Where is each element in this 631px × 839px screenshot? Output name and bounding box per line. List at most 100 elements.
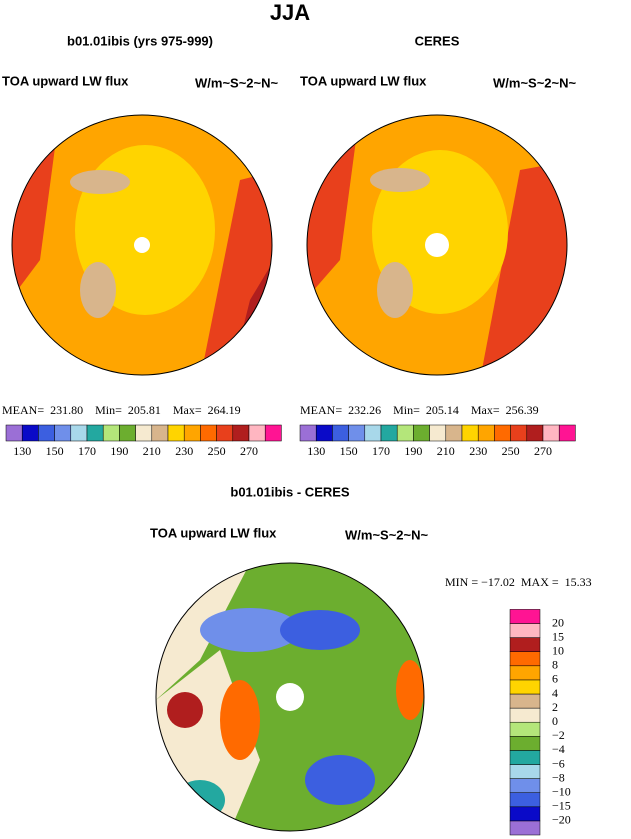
colorbar-box xyxy=(509,665,541,681)
map-fill xyxy=(70,170,130,194)
colorbar-box xyxy=(21,424,39,442)
map xyxy=(156,563,424,831)
map xyxy=(307,115,567,375)
colorbar-label: 170 xyxy=(372,444,390,458)
colorbar-label: −2 xyxy=(552,728,565,742)
colorbar-box xyxy=(348,424,366,442)
pole xyxy=(276,683,304,711)
colorbar-label: 150 xyxy=(46,444,64,458)
colorbar-box xyxy=(151,424,169,442)
colorbar-label: 170 xyxy=(78,444,96,458)
colorbar-box xyxy=(332,424,349,442)
colorbar-label: 210 xyxy=(437,444,455,458)
map-fill xyxy=(200,608,300,652)
colorbar-label: 8 xyxy=(552,658,558,672)
colorbar-box xyxy=(509,609,541,624)
colorbar-label: −6 xyxy=(552,756,565,770)
colorbar-label: 190 xyxy=(404,444,422,458)
colorbar-box xyxy=(509,707,541,723)
colorbar-label: 210 xyxy=(143,444,161,458)
colorbar-box xyxy=(299,424,317,442)
colorbar-label: 2 xyxy=(552,700,558,714)
map-fill xyxy=(220,680,260,760)
colorbar-box xyxy=(200,424,217,442)
colorbar-box xyxy=(509,651,541,667)
colorbar-box xyxy=(510,424,528,442)
map-fill xyxy=(167,692,203,728)
stats: MEAN= 231.80 Min= 205.81 Max= 264.19 xyxy=(2,403,241,417)
colorbar-label: 130 xyxy=(307,444,325,458)
map-fill xyxy=(396,660,424,720)
panel-label: TOA upward LW flux xyxy=(150,525,277,540)
colorbar-box xyxy=(477,424,495,442)
colorbar-box xyxy=(232,424,250,442)
colorbar-label: −4 xyxy=(552,742,565,756)
colorbar-box xyxy=(558,424,576,442)
colorbar-box xyxy=(509,721,541,737)
colorbar-label: 230 xyxy=(175,444,193,458)
colorbar-box xyxy=(509,679,541,695)
colorbar-box xyxy=(54,424,72,442)
panel-label: TOA upward LW flux xyxy=(300,73,427,88)
colorbar-box xyxy=(509,806,541,822)
colorbar-label: 15 xyxy=(552,629,564,643)
colorbar-box xyxy=(183,424,201,442)
map-fill xyxy=(305,755,375,805)
colorbar-label: 20 xyxy=(552,615,564,629)
map-border xyxy=(11,114,273,376)
stats: MIN = −17.02 MAX = 15.33 xyxy=(445,575,592,589)
colorbar-box xyxy=(509,764,541,779)
colorbar-box xyxy=(396,424,414,442)
panel-title: CERES xyxy=(415,33,460,48)
colorbar-label: 270 xyxy=(240,444,258,458)
colorbar-label: −10 xyxy=(552,784,571,798)
colorbar-label: 190 xyxy=(110,444,128,458)
map-fill xyxy=(80,262,116,318)
colorbar-box xyxy=(413,424,430,442)
panel-units: W/m~S~2~N~ xyxy=(493,75,577,90)
colorbar-box xyxy=(102,424,120,442)
colorbar-box xyxy=(248,424,266,442)
map-fill xyxy=(370,168,430,192)
colorbar-box xyxy=(70,424,88,442)
colorbar-label: 4 xyxy=(552,686,558,700)
colorbar-box xyxy=(38,424,55,442)
map-fill xyxy=(175,780,225,820)
colorbar-box xyxy=(264,424,282,442)
colorbar-label: 0 xyxy=(552,714,558,728)
colorbar-box xyxy=(315,424,333,442)
colorbar-label: −15 xyxy=(552,799,571,813)
colorbar-box xyxy=(509,736,541,751)
map-fill xyxy=(280,610,360,650)
colorbar-box xyxy=(5,424,23,442)
colorbar-box xyxy=(509,693,541,709)
map-border xyxy=(306,114,568,376)
map-fill xyxy=(377,262,413,318)
colorbar-box xyxy=(542,424,560,442)
panel-label: TOA upward LW flux xyxy=(2,73,129,88)
colorbar-box xyxy=(445,424,463,442)
pole xyxy=(425,233,449,257)
colorbar-label: 230 xyxy=(469,444,487,458)
map-border xyxy=(155,562,425,832)
colorbar-box xyxy=(509,778,541,793)
colorbar-box xyxy=(119,424,136,442)
colorbar-box xyxy=(167,424,185,442)
panel-title: b01.01ibis - CERES xyxy=(230,484,350,499)
colorbar-box xyxy=(509,637,541,652)
colorbar-box xyxy=(509,623,541,638)
colorbar-box xyxy=(216,424,234,442)
colorbar-box xyxy=(509,750,541,765)
colorbar-box xyxy=(135,424,153,442)
colorbar-box xyxy=(509,792,541,808)
colorbar-label: 250 xyxy=(502,444,520,458)
colorbar-label: 250 xyxy=(208,444,226,458)
colorbar-box xyxy=(461,424,479,442)
colorbar-box xyxy=(429,424,447,442)
colorbar-box xyxy=(509,820,541,836)
pole xyxy=(134,237,150,253)
colorbar-label: −20 xyxy=(552,813,571,827)
colorbar-box xyxy=(364,424,382,442)
